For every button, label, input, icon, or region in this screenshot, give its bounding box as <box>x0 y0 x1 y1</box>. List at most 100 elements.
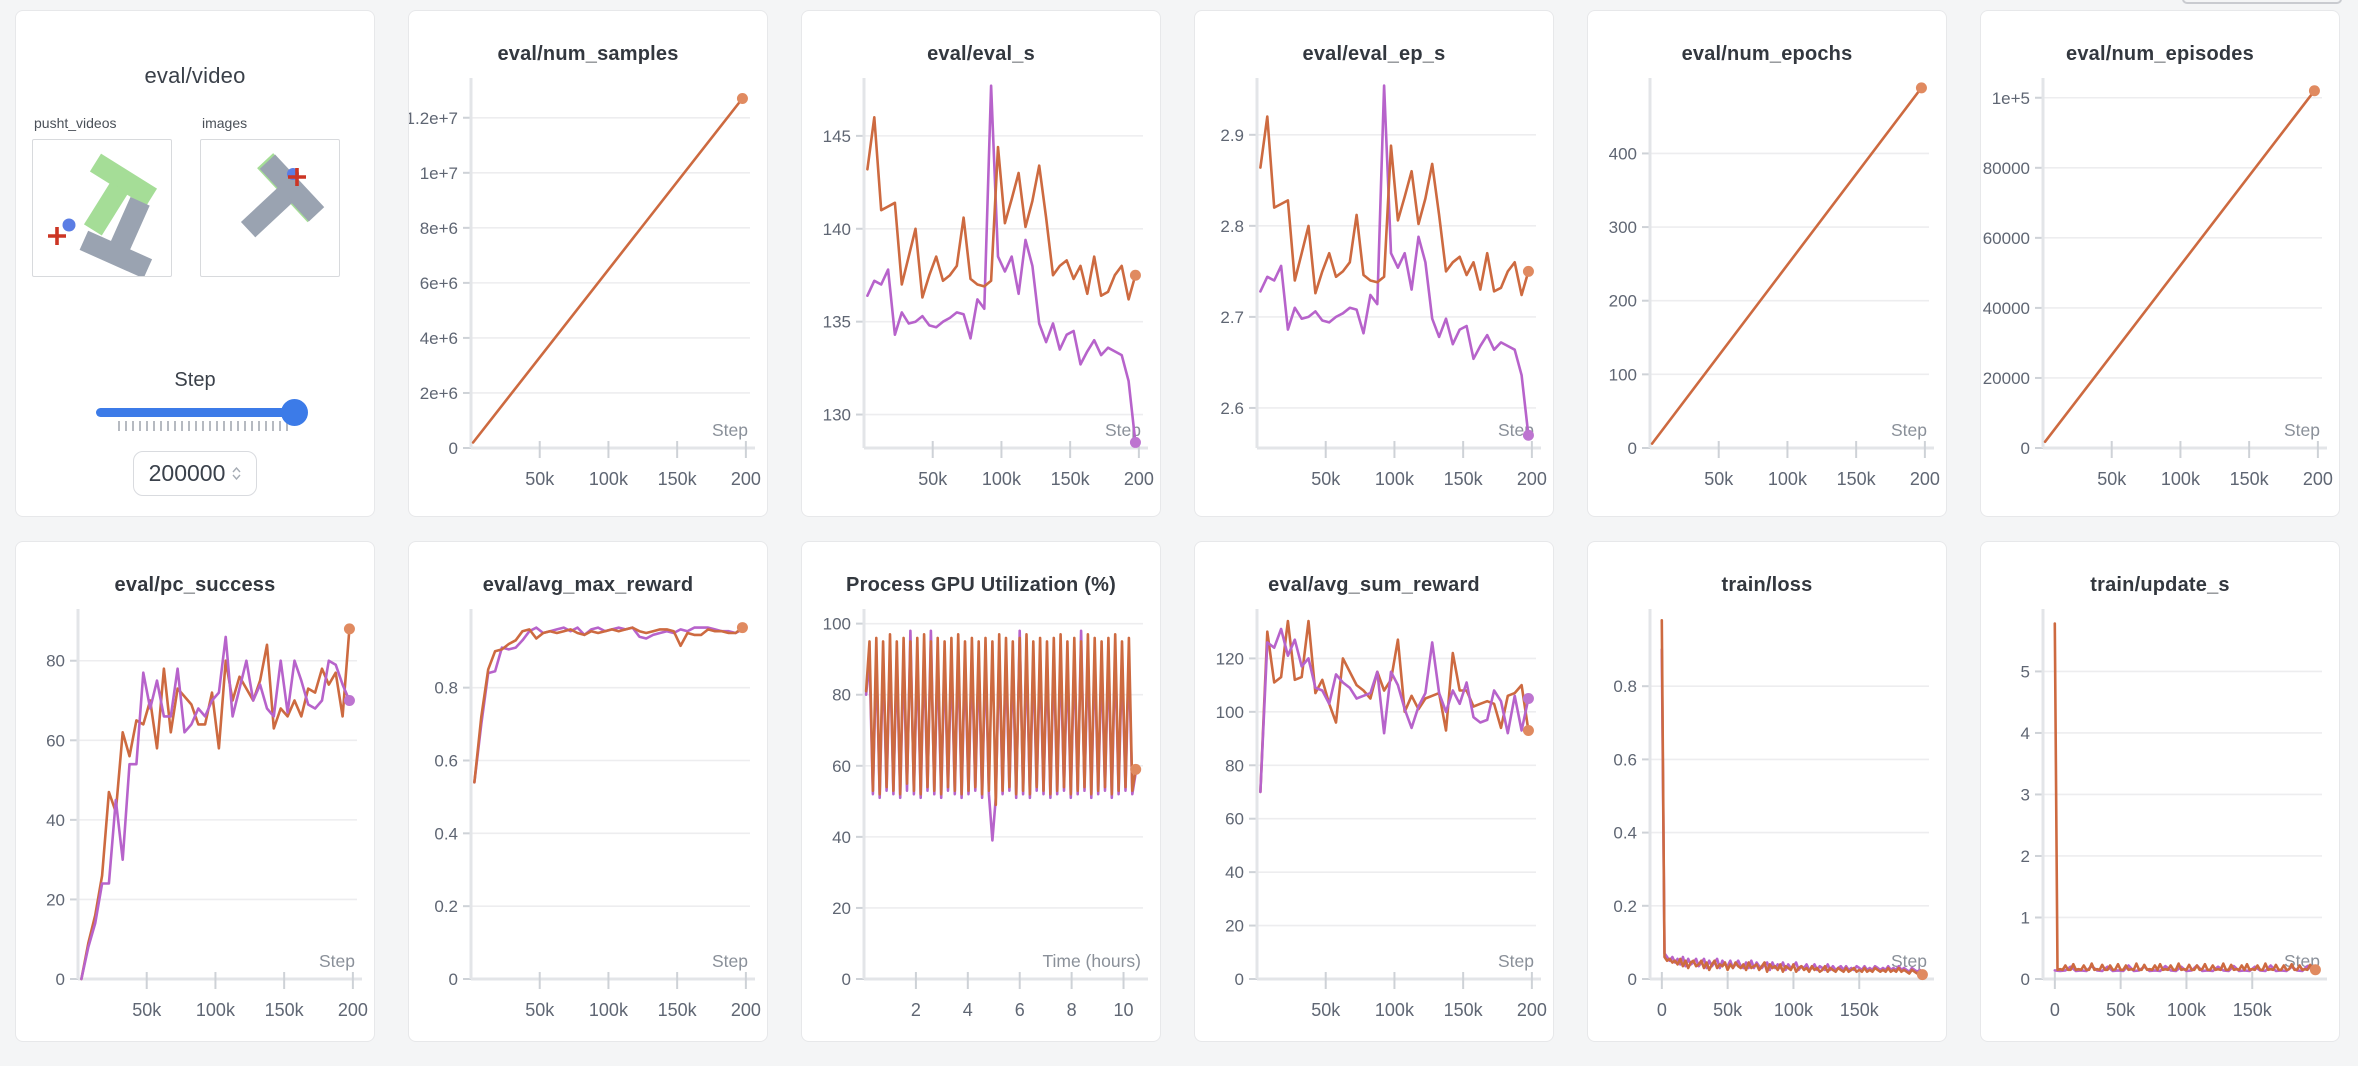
svg-text:80000: 80000 <box>1983 159 2030 178</box>
images-thumbnail[interactable] <box>200 139 340 277</box>
slider-tick-marks <box>118 421 288 431</box>
media-images: images <box>200 115 358 277</box>
svg-text:0.4: 0.4 <box>1613 824 1637 843</box>
slider-thumb[interactable] <box>281 399 308 426</box>
chart-panel-eval-eval-s: eval/eval_s 130 135 140 145 50k 100k 150k 200 St… <box>801 10 1161 517</box>
step-value-input[interactable]: 200000 <box>133 451 257 496</box>
svg-text:40: 40 <box>46 811 65 830</box>
svg-text:0: 0 <box>449 970 458 989</box>
svg-text:0: 0 <box>1628 970 1637 989</box>
svg-text:50k: 50k <box>1713 1000 1743 1020</box>
svg-text:150k: 150k <box>1444 469 1484 489</box>
decrement-icon[interactable] <box>232 474 241 480</box>
chart-panel-eval-num-epochs: eval/num_epochs 0 100 200 300 400 50k 100k 150k… <box>1587 10 1947 517</box>
step-slider[interactable] <box>16 399 374 431</box>
svg-text:60: 60 <box>832 757 851 776</box>
chart-title: eval/num_episodes <box>2066 43 2254 65</box>
svg-text:150k: 150k <box>658 1000 698 1020</box>
chart-plot[interactable]: 0 100 200 300 400 50k 100k 150k 200 Step <box>1588 72 1946 512</box>
svg-text:60: 60 <box>46 731 65 750</box>
svg-text:50k: 50k <box>2106 1000 2136 1020</box>
chart-panel-eval-avg-max-reward: eval/avg_max_reward 0 0.2 0.4 0.6 0.8 50k 100k… <box>408 541 768 1042</box>
svg-text:50k: 50k <box>918 469 948 489</box>
svg-text:150k: 150k <box>1837 469 1877 489</box>
svg-text:130: 130 <box>823 406 851 425</box>
chart-title: eval/num_samples <box>497 43 679 65</box>
svg-text:Step: Step <box>319 951 355 971</box>
svg-text:200: 200 <box>731 469 761 489</box>
chart-title: eval/avg_max_reward <box>482 574 694 596</box>
svg-text:0.2: 0.2 <box>434 897 458 916</box>
media-label: images <box>202 115 248 131</box>
chart-plot[interactable]: 0 0.2 0.4 0.6 0.8 50k 100k 150k 200 Step <box>409 603 767 1042</box>
slider-track[interactable] <box>96 399 308 426</box>
svg-text:20: 20 <box>46 890 65 909</box>
svg-text:100k: 100k <box>1768 469 1808 489</box>
chart-title: eval/pc_success <box>114 574 276 596</box>
svg-text:Time (hours): Time (hours) <box>1042 951 1141 971</box>
svg-text:140: 140 <box>823 220 851 239</box>
svg-text:0: 0 <box>2050 1000 2060 1020</box>
chart-panel-train-update-s: train/update_s 0 1 2 3 4 5 0 50k 100k 150k Step <box>1980 541 2340 1042</box>
svg-text:150k: 150k <box>2230 469 2270 489</box>
svg-text:4: 4 <box>2021 724 2030 743</box>
chart-plot[interactable]: 130 135 140 145 50k 100k 150k 200 Step <box>802 72 1160 512</box>
svg-text:100k: 100k <box>196 1000 236 1020</box>
chart-plot[interactable]: 0 20 40 60 80 100 120 50k 100k 150k 200 Step <box>1195 603 1553 1042</box>
svg-text:120: 120 <box>1216 649 1244 668</box>
svg-text:2: 2 <box>2021 847 2030 866</box>
svg-text:200: 200 <box>1517 469 1547 489</box>
svg-text:80: 80 <box>46 652 65 671</box>
chart-panel-eval-pc-success: eval/pc_success 0 20 40 60 80 50k 100k 150k 200 S… <box>15 541 375 1042</box>
svg-text:150k: 150k <box>2233 1000 2273 1020</box>
svg-text:40: 40 <box>1225 863 1244 882</box>
chart-plot[interactable]: 0 20 40 60 80 100 2 4 6 8 10 Time (hours) <box>802 603 1160 1042</box>
svg-text:50k: 50k <box>525 1000 555 1020</box>
step-slider-label: Step <box>174 369 216 391</box>
chart-title: train/loss <box>1721 574 1813 596</box>
svg-text:145: 145 <box>823 127 851 146</box>
svg-text:0: 0 <box>1628 439 1637 458</box>
svg-text:0.2: 0.2 <box>1613 897 1637 916</box>
svg-text:6e+6: 6e+6 <box>420 274 458 293</box>
svg-text:200: 200 <box>1609 292 1637 311</box>
svg-text:200: 200 <box>731 1000 761 1020</box>
svg-text:3: 3 <box>2021 785 2030 804</box>
svg-text:2.6: 2.6 <box>1220 399 1244 418</box>
increment-icon[interactable] <box>232 467 241 473</box>
chart-plot[interactable]: 0 2e+6 4e+6 6e+6 8e+6 1e+7 1.2e+7 50k 100k 150k 20… <box>409 72 767 512</box>
svg-text:40: 40 <box>832 828 851 847</box>
svg-text:50k: 50k <box>1311 1000 1341 1020</box>
svg-text:6: 6 <box>1015 1000 1025 1020</box>
svg-text:40000: 40000 <box>1983 299 2030 318</box>
svg-text:0.8: 0.8 <box>434 679 458 698</box>
chart-plot[interactable]: 0 20 40 60 80 50k 100k 150k 200 Step <box>16 603 374 1042</box>
target-cross <box>48 227 66 245</box>
svg-text:0: 0 <box>449 439 458 458</box>
svg-text:Step: Step <box>712 420 748 440</box>
svg-text:100: 100 <box>1609 365 1637 384</box>
chart-title: eval/avg_sum_reward <box>1268 574 1480 596</box>
svg-text:2e+6: 2e+6 <box>420 384 458 403</box>
green-t-block <box>83 153 158 236</box>
svg-text:60: 60 <box>1225 810 1244 829</box>
stepper-spinner[interactable] <box>232 467 241 480</box>
svg-text:2.8: 2.8 <box>1220 217 1244 236</box>
svg-text:0: 0 <box>2021 970 2030 989</box>
svg-text:0.8: 0.8 <box>1613 677 1637 696</box>
svg-text:100: 100 <box>823 615 851 634</box>
svg-text:100k: 100k <box>1375 1000 1415 1020</box>
svg-text:0: 0 <box>2021 439 2030 458</box>
svg-text:Step: Step <box>1891 420 1927 440</box>
pusht-videos-thumbnail[interactable] <box>32 139 172 279</box>
svg-text:Step: Step <box>2284 420 2320 440</box>
svg-text:100k: 100k <box>2167 1000 2207 1020</box>
svg-text:1e+7: 1e+7 <box>420 164 458 183</box>
chart-panel-eval-num-episodes: eval/num_episodes 0 20000 40000 60000 80000 1… <box>1980 10 2340 517</box>
chart-plot[interactable]: 0 20000 40000 60000 80000 1e+5 50k 100k 150k 200 S… <box>1981 72 2339 512</box>
svg-text:150k: 150k <box>265 1000 305 1020</box>
svg-text:50k: 50k <box>132 1000 162 1020</box>
